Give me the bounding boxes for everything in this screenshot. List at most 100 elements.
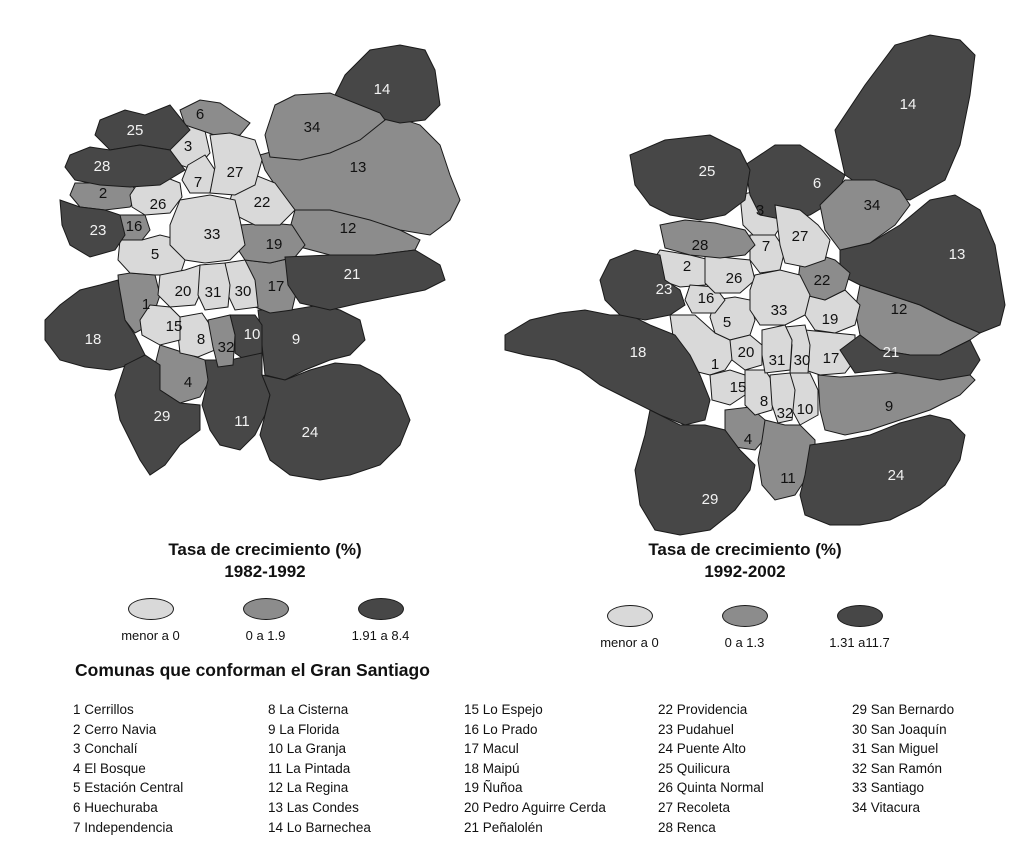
- map-1992-2002-legend: menor a 0 0 a 1.3 1.31 a11.7: [572, 605, 917, 650]
- comuna-list-item: 7 Independencia: [73, 819, 173, 835]
- comuna-number-7: 7: [762, 238, 770, 255]
- comuna-list-item: 11 La Pintada: [268, 760, 351, 776]
- comuna-list-item: 4 El Bosque: [73, 760, 146, 776]
- comuna-number-5: 5: [723, 314, 731, 331]
- comuna-number-10: 10: [244, 326, 261, 343]
- legend-item-menor: menor a 0: [93, 598, 208, 643]
- comuna-list-item: 14 Lo Barnechea: [268, 819, 371, 835]
- comuna-area-18: [504, 309, 711, 426]
- map-1992-2002-period: 1992-2002: [704, 562, 786, 581]
- comuna-area-31: [197, 262, 231, 311]
- comuna-area-25: [629, 134, 751, 221]
- comuna-number-21: 21: [344, 266, 361, 283]
- comuna-list-item: 29 San Bernardo: [852, 702, 955, 717]
- comuna-list-item: 24 Puente Alto: [658, 741, 746, 757]
- comunas-column: 29 San Bernardo 30 San Joaquín 31 San Migu…: [852, 700, 1002, 837]
- comuna-list-item: 25 Quilicura: [658, 760, 731, 776]
- comuna-area-24: [799, 414, 966, 526]
- comuna-list-item: 1 Cerrillos: [73, 702, 134, 717]
- comuna-area-23: [599, 249, 686, 321]
- map-1982-1992-title: Tasa de crecimiento (%) 1982-1992: [90, 539, 440, 583]
- comuna-number-1: 1: [711, 356, 719, 373]
- comuna-number-26: 26: [726, 270, 743, 287]
- comuna-area-6: [179, 99, 251, 138]
- comuna-list-item: 23 Pudahuel: [658, 721, 734, 737]
- comuna-number-29: 29: [702, 491, 719, 508]
- comuna-number-32: 32: [218, 339, 235, 356]
- comuna-number-16: 16: [698, 290, 715, 307]
- legend-item-medio: 0 a 1.9: [208, 598, 323, 643]
- comuna-number-12: 12: [891, 301, 908, 318]
- comuna-number-9: 9: [885, 398, 893, 415]
- comuna-number-10: 10: [797, 401, 814, 418]
- comuna-area-20: [157, 264, 203, 308]
- comuna-number-34: 34: [304, 119, 321, 136]
- comuna-area-21: [839, 334, 981, 381]
- comuna-number-27: 27: [792, 228, 809, 245]
- comuna-number-33: 33: [771, 302, 788, 319]
- comuna-list-item: 26 Quinta Normal: [658, 780, 764, 796]
- comuna-list-item: 33 Santiago: [852, 780, 925, 796]
- comuna-number-13: 13: [949, 246, 966, 263]
- comuna-number-11: 11: [234, 413, 250, 430]
- comuna-area-15: [139, 304, 181, 346]
- legend-item-alto: 1.31 a11.7: [802, 605, 917, 650]
- comuna-list-item: 6 Huechuraba: [73, 799, 158, 815]
- comuna-number-6: 6: [813, 175, 821, 192]
- comuna-list-item: 3 Conchalí: [73, 741, 138, 757]
- comuna-list-item: 21 Peñalolén: [464, 819, 543, 835]
- comunas-list-title: Comunas que conforman el Gran Santiago: [75, 660, 430, 680]
- comuna-area-25: [94, 104, 191, 151]
- comuna-number-32: 32: [777, 405, 794, 422]
- comuna-area-33: [749, 269, 811, 326]
- legend-swatch-menor: [127, 598, 174, 620]
- comuna-number-14: 14: [900, 96, 917, 113]
- comuna-area-27: [774, 204, 831, 268]
- comuna-number-25: 25: [127, 122, 144, 139]
- legend-swatch-alto: [836, 605, 883, 627]
- comuna-number-24: 24: [302, 424, 319, 441]
- comuna-number-4: 4: [744, 431, 752, 448]
- comuna-number-33: 33: [204, 226, 221, 243]
- comunas-column: 15 Lo Espejo 16 Lo Prado 17 Macul 18 Maipú 1…: [464, 700, 658, 837]
- comuna-list-item: 19 Ñuñoa: [464, 780, 523, 796]
- comuna-number-15: 15: [166, 318, 183, 335]
- comuna-number-23: 23: [90, 222, 107, 239]
- comuna-number-20: 20: [738, 344, 755, 361]
- comuna-area-14: [834, 34, 976, 201]
- comuna-list-item: 32 San Ramón: [852, 760, 943, 776]
- legend-item-alto: 1.91 a 8.4: [323, 598, 438, 643]
- comuna-number-4: 4: [184, 374, 192, 391]
- comuna-list-item: 34 Vitacura: [852, 799, 921, 815]
- comuna-number-29: 29: [154, 408, 171, 425]
- comuna-list-item: 18 Maipú: [464, 760, 520, 776]
- comuna-area-20: [729, 334, 763, 371]
- comuna-list-item: 8 La Cisterna: [268, 702, 349, 717]
- comuna-list-item: 17 Macul: [464, 741, 519, 757]
- comuna-list-item: 5 Estación Central: [73, 780, 184, 796]
- comuna-number-1: 1: [142, 296, 150, 313]
- comuna-list-item: 20 Pedro Aguirre Cerda: [464, 799, 606, 815]
- comuna-number-18: 18: [630, 344, 647, 361]
- legend-item-medio: 0 a 1.3: [687, 605, 802, 650]
- comuna-area-28: [64, 144, 186, 188]
- comuna-area-27: [209, 132, 263, 196]
- comuna-area-11: [201, 352, 271, 451]
- comuna-number-34: 34: [864, 197, 881, 214]
- map-1982-1992-title-text: Tasa de crecimiento (%): [168, 540, 362, 559]
- comuna-area-33: [169, 194, 246, 264]
- comuna-number-16: 16: [126, 218, 143, 235]
- comuna-area-29: [634, 409, 756, 536]
- comunas-column: 22 Providencia 23 Pudahuel 24 Puente Alto 2…: [658, 700, 852, 837]
- comuna-number-5: 5: [151, 246, 159, 263]
- comuna-number-14: 14: [374, 81, 391, 98]
- comuna-area-34: [819, 179, 911, 251]
- comuna-list-item: 30 San Joaquín: [852, 721, 947, 737]
- comuna-number-22: 22: [254, 194, 271, 211]
- comuna-number-30: 30: [235, 283, 252, 300]
- map-1982-1992-period: 1982-1992: [224, 562, 306, 581]
- comuna-area-26: [704, 254, 756, 294]
- comuna-number-27: 27: [227, 164, 244, 181]
- map-1982-1992: 1 2 3 4 5 6 7 8 9 10 11 12 13 14 15 16 17 18 19 20 21 22 23 24 2…: [30, 35, 480, 525]
